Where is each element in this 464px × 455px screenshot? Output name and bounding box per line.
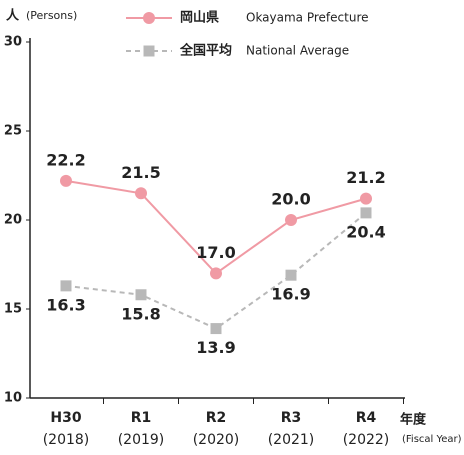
value-label: 15.8 <box>121 304 160 323</box>
value-label: 20.4 <box>346 222 385 241</box>
value-label: 17.0 <box>196 243 235 262</box>
point <box>360 192 372 205</box>
legend-marker <box>143 45 155 57</box>
value-label: 21.5 <box>121 163 160 182</box>
point <box>285 214 297 226</box>
x-tick-year: (2021) <box>268 432 315 448</box>
x-tick-label: R2 <box>206 410 227 426</box>
y-tick-label: 30 <box>4 35 22 50</box>
y-tick-label: 15 <box>4 302 22 317</box>
y-tick-label: 20 <box>4 213 22 228</box>
x-tick-year: (2019) <box>118 432 165 448</box>
value-label: 20.0 <box>271 190 310 209</box>
value-label: 16.9 <box>271 285 310 304</box>
legend-marker <box>143 12 155 24</box>
x-tick-year: (2022) <box>343 432 390 448</box>
point <box>210 267 222 280</box>
point <box>135 187 147 200</box>
legend-name-en: National Average <box>246 44 349 58</box>
y-unit: (Persons) <box>26 9 77 22</box>
value-label: 16.3 <box>46 295 85 314</box>
y-tick-label: 25 <box>4 124 22 139</box>
legend-name: 岡山県 <box>180 10 219 26</box>
value-label: 21.2 <box>346 168 385 187</box>
y-label: 人 <box>6 8 20 24</box>
y-tick-label: 10 <box>4 391 22 406</box>
x-label: 年度 <box>400 412 427 428</box>
value-label: 13.9 <box>196 338 235 357</box>
point <box>60 280 72 292</box>
x-tick-label: H30 <box>50 410 81 426</box>
point <box>210 323 222 335</box>
point <box>135 289 147 301</box>
point <box>285 269 297 281</box>
x-tick-label: R4 <box>356 410 377 426</box>
value-label: 22.2 <box>46 150 85 169</box>
x-tick-year: (2020) <box>193 432 240 448</box>
point <box>360 207 372 219</box>
x-tick-year: (2018) <box>43 432 90 448</box>
point <box>60 174 72 187</box>
x-tick-label: R1 <box>131 410 152 426</box>
legend-name-en: Okayama Prefecture <box>246 11 369 25</box>
x-unit: (Fiscal Year) <box>402 434 462 445</box>
x-tick-label: R3 <box>281 410 302 426</box>
legend-name: 全国平均 <box>179 43 232 59</box>
